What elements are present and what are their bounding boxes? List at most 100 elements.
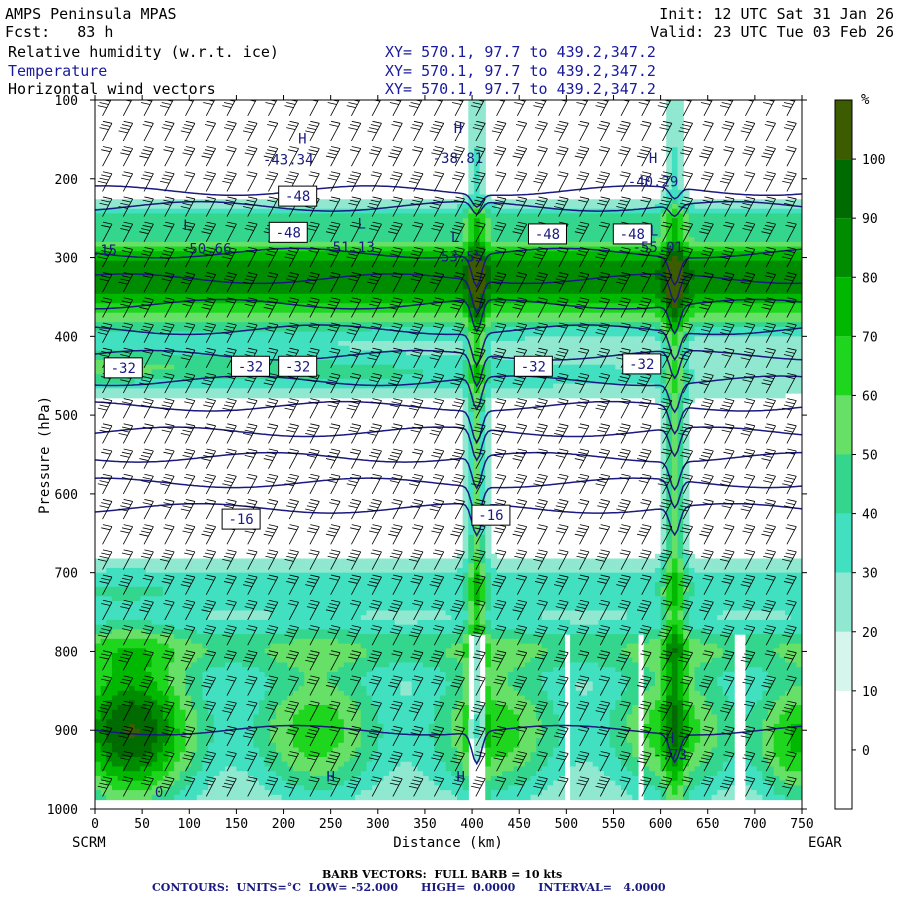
rh-cell — [185, 605, 192, 612]
rh-cell — [292, 388, 300, 394]
rh-cell — [95, 676, 102, 682]
rh-cell — [275, 752, 283, 758]
rh-cell — [332, 388, 339, 394]
rh-cell — [242, 558, 249, 564]
rh-cell — [349, 605, 356, 612]
rh-cell — [377, 728, 385, 734]
rh-cell — [106, 638, 113, 645]
rh-cell — [326, 709, 334, 716]
rh-cell — [157, 667, 164, 673]
rh-cell — [247, 761, 254, 768]
rh-cell — [360, 690, 368, 697]
rh-cell — [298, 775, 305, 782]
rh-cell — [179, 369, 187, 375]
rh-cell — [349, 662, 356, 668]
rh-cell — [332, 237, 339, 243]
rh-cell — [321, 199, 328, 205]
rh-cell — [225, 284, 232, 290]
rh-cell — [309, 700, 317, 706]
rh-cell — [366, 742, 373, 749]
rh-cell — [343, 638, 351, 645]
rh-cell — [321, 671, 328, 678]
rh-cell — [213, 766, 221, 772]
rh-cell — [298, 705, 305, 711]
rh-cell — [174, 624, 181, 630]
rh-cell — [275, 695, 283, 701]
rh-cell — [372, 369, 379, 375]
rh-cell — [202, 771, 209, 777]
rh-cell — [372, 610, 379, 616]
rh-cell — [355, 752, 362, 758]
rh-cell — [321, 303, 328, 309]
rh-cell — [185, 265, 192, 271]
rh-cell — [191, 558, 198, 564]
rh-cell — [174, 719, 181, 725]
rh-cell — [366, 232, 373, 238]
rh-cell — [140, 771, 147, 777]
rh-cell — [168, 364, 175, 371]
rh-cell — [128, 785, 136, 791]
rh-cell — [343, 709, 351, 716]
rh-cell — [275, 393, 283, 399]
rh-cell — [377, 709, 385, 716]
rh-cell — [134, 629, 141, 635]
rh-cell — [134, 274, 141, 281]
rh-cell — [281, 350, 288, 356]
rh-cell — [360, 331, 368, 337]
rh-cell — [157, 298, 164, 304]
rh-cell — [360, 686, 368, 692]
rh-cell — [213, 681, 221, 687]
rh-cell — [185, 326, 192, 333]
rh-cell — [366, 284, 373, 290]
rh-cell — [111, 331, 119, 337]
rh-cell — [151, 355, 158, 361]
rh-cell — [140, 596, 147, 602]
rh-cell — [145, 213, 153, 219]
rh-cell — [292, 255, 300, 262]
rh-cell — [208, 298, 215, 304]
rh-cell — [270, 255, 277, 262]
rh-cell — [383, 312, 390, 319]
rh-cell — [236, 615, 243, 621]
rh-cell — [219, 690, 226, 697]
rh-cell — [106, 307, 113, 314]
rh-cell — [117, 714, 124, 720]
rh-cell — [332, 369, 339, 375]
rh-cell — [123, 790, 130, 796]
rh-cell — [151, 657, 158, 664]
rh-cell — [219, 265, 226, 271]
rh-cell — [298, 586, 305, 593]
rh-cell — [247, 785, 254, 791]
rh-cell — [236, 690, 243, 697]
rh-cell — [366, 667, 373, 673]
rh-cell — [157, 790, 164, 796]
rh-cell — [145, 345, 153, 352]
rh-cell — [389, 350, 396, 356]
rh-cell — [292, 747, 300, 753]
rh-cell — [253, 643, 260, 649]
rh-cell — [145, 742, 153, 749]
rh-cell — [360, 643, 368, 649]
rh-cell — [185, 615, 192, 621]
rh-cell — [372, 624, 379, 630]
rh-cell — [259, 757, 266, 763]
rh-cell — [219, 350, 226, 356]
rh-cell — [259, 563, 266, 569]
rh-cell — [349, 246, 356, 252]
rh-cell — [140, 265, 147, 271]
rh-cell — [236, 336, 243, 342]
rh-cell — [123, 719, 130, 725]
rh-cell — [174, 752, 181, 758]
rh-cell — [174, 634, 181, 640]
rh-cell — [174, 341, 181, 347]
rh-cell — [196, 558, 204, 564]
rh-cell — [360, 279, 368, 285]
rh-cell — [366, 222, 373, 229]
rh-cell — [151, 307, 158, 314]
rh-cell — [338, 667, 345, 673]
rh-cell — [389, 761, 396, 768]
rh-cell — [196, 586, 204, 593]
rh-cell — [259, 222, 266, 229]
rh-cell — [208, 662, 215, 668]
rh-cell — [140, 307, 147, 314]
